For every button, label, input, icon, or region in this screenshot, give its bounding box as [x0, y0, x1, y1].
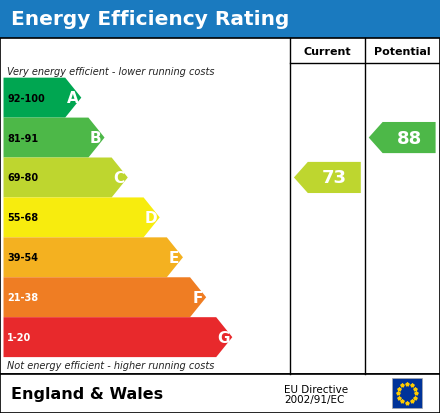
Polygon shape	[4, 278, 206, 318]
Bar	[392, 378, 422, 408]
Text: 1-20: 1-20	[7, 332, 31, 342]
Text: Potential: Potential	[374, 47, 431, 57]
Text: 69-80: 69-80	[7, 173, 38, 183]
Text: 2002/91/EC: 2002/91/EC	[284, 394, 344, 404]
Text: Not energy efficient - higher running costs: Not energy efficient - higher running co…	[7, 360, 214, 370]
Polygon shape	[4, 118, 105, 158]
Text: 92-100: 92-100	[7, 93, 45, 103]
Text: 21-38: 21-38	[7, 292, 38, 302]
Bar	[0, 0, 440, 39]
Polygon shape	[4, 198, 160, 238]
Text: D: D	[144, 210, 157, 225]
Bar	[0, 39, 440, 374]
Text: G: G	[217, 330, 230, 345]
Text: C: C	[114, 171, 125, 185]
Polygon shape	[4, 238, 183, 278]
Text: B: B	[90, 131, 102, 146]
Text: F: F	[192, 290, 202, 305]
Text: 55-68: 55-68	[7, 213, 38, 223]
Polygon shape	[4, 78, 81, 118]
Text: A: A	[66, 91, 78, 106]
Polygon shape	[4, 318, 232, 357]
Text: 73: 73	[322, 169, 347, 187]
Text: England & Wales: England & Wales	[11, 386, 163, 401]
Text: Energy Efficiency Rating: Energy Efficiency Rating	[11, 10, 290, 29]
Text: 88: 88	[396, 129, 422, 147]
Text: 81-91: 81-91	[7, 133, 38, 143]
Polygon shape	[4, 158, 128, 198]
Text: Current: Current	[304, 47, 352, 57]
Text: EU Directive: EU Directive	[284, 384, 348, 394]
Polygon shape	[369, 123, 436, 154]
Text: Very energy efficient - lower running costs: Very energy efficient - lower running co…	[7, 66, 214, 76]
Text: 39-54: 39-54	[7, 253, 38, 263]
Bar	[0, 374, 440, 413]
Text: E: E	[169, 250, 179, 265]
Polygon shape	[294, 162, 361, 194]
